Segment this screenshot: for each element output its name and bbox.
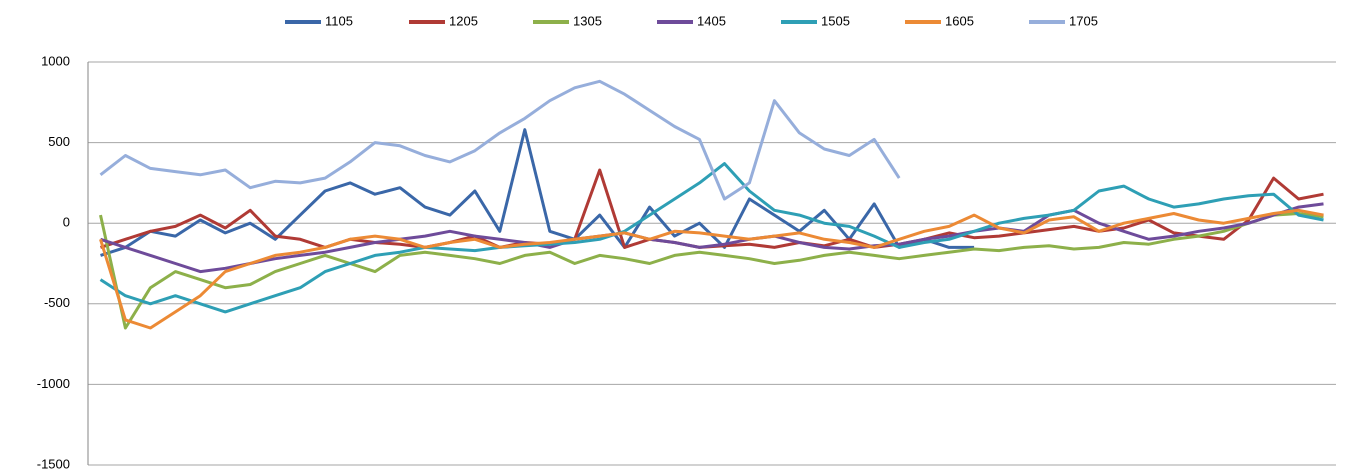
- y-tick-label: 500: [48, 134, 70, 149]
- legend-label: 1305: [573, 13, 602, 28]
- series-line: [99, 162, 1324, 314]
- legend-label: 1605: [945, 13, 974, 28]
- y-tick-label: -1500: [37, 456, 70, 471]
- y-tick-label: -1000: [37, 376, 70, 391]
- legend-label: 1205: [449, 13, 478, 28]
- y-tick-label: 1000: [41, 53, 70, 68]
- legend-label: 1705: [1069, 13, 1098, 28]
- y-tick-label: 0: [63, 215, 70, 230]
- series-line: [99, 208, 1324, 330]
- legend-label: 1505: [821, 13, 850, 28]
- y-tick-label: -500: [44, 295, 70, 310]
- series-line: [100, 202, 1324, 274]
- legend-label: 1105: [325, 13, 353, 28]
- series-line: [100, 128, 975, 257]
- legend-label: 1405: [697, 13, 726, 28]
- series-line: [99, 79, 901, 201]
- series-line: [99, 212, 1324, 330]
